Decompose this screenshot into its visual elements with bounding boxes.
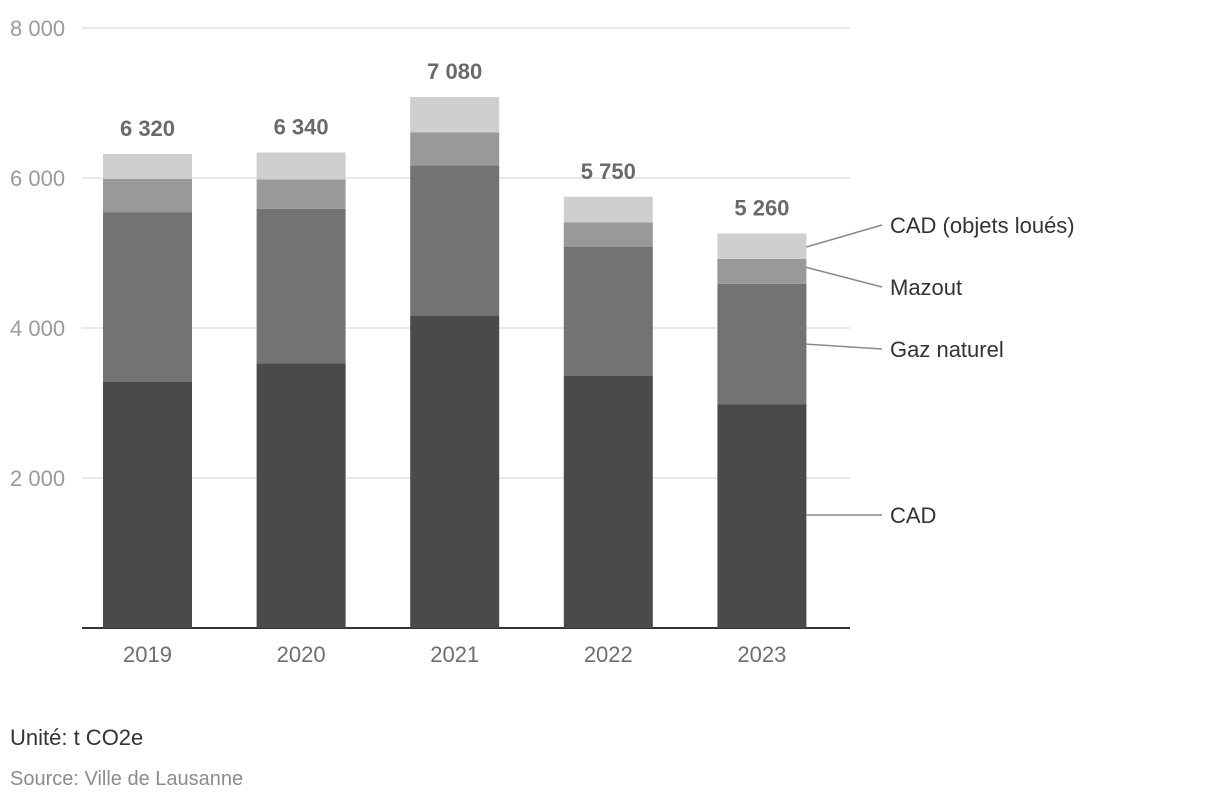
source-note: Source: Ville de Lausanne [10, 768, 244, 790]
bar-total-label: 5 260 [734, 196, 789, 221]
bar-segment [256, 152, 346, 180]
bar-segment [717, 283, 807, 405]
bar-total-label: 5 750 [581, 159, 636, 184]
y-tick-label: 8 000 [10, 16, 65, 41]
stacked-bar-chart: 2 000 4 000 6 000 8 000 6 320 2019 6 340 2020 7 … [10, 16, 1075, 667]
bar-segment [717, 404, 807, 628]
x-tick-label: 2021 [430, 642, 479, 667]
bar-segment [410, 316, 500, 628]
bar-segment [103, 178, 192, 213]
legend-leader-line [806, 343, 883, 350]
legend-label: Mazout [890, 275, 962, 300]
x-tick-label: 2019 [123, 642, 172, 667]
legend-leader-line [806, 224, 883, 248]
bar-total-label: 7 080 [427, 59, 482, 84]
bar-segment [563, 247, 653, 376]
bar-segment [717, 259, 807, 284]
bar-segment [256, 208, 346, 364]
bar-segment [563, 196, 653, 223]
y-tick-label: 2 000 [10, 466, 65, 491]
legend-label: Gaz naturel [890, 337, 1004, 362]
x-tick-label: 2020 [277, 642, 326, 667]
x-tick-label: 2023 [737, 642, 786, 667]
unit-note: Unité: t CO2e [10, 725, 144, 750]
bars [103, 97, 807, 628]
bar-total-label: 6 320 [120, 116, 175, 141]
y-tick-label: 6 000 [10, 166, 65, 191]
y-tick-label: 4 000 [10, 316, 65, 341]
labels: 2 000 4 000 6 000 8 000 6 320 2019 6 340 2020 7 … [10, 16, 789, 667]
bar-segment [563, 376, 653, 628]
bar-segment [410, 165, 500, 316]
bar-segment [717, 233, 807, 259]
bar-segment [256, 179, 346, 209]
legend-label: CAD (objets loués) [890, 213, 1075, 238]
bar-segment [410, 132, 500, 166]
legend-label: CAD [890, 503, 936, 528]
bar-segment [256, 363, 346, 628]
bar-segment [563, 222, 653, 247]
legend: CAD Gaz naturel Mazout CAD (objets loués) [806, 213, 1075, 528]
bar-segment [103, 212, 192, 382]
legend-leader-line [806, 266, 883, 288]
bar-total-label: 6 340 [274, 115, 329, 140]
x-tick-label: 2022 [584, 642, 633, 667]
bar-segment [103, 382, 192, 628]
bar-segment [410, 97, 500, 133]
bar-segment [103, 154, 192, 179]
